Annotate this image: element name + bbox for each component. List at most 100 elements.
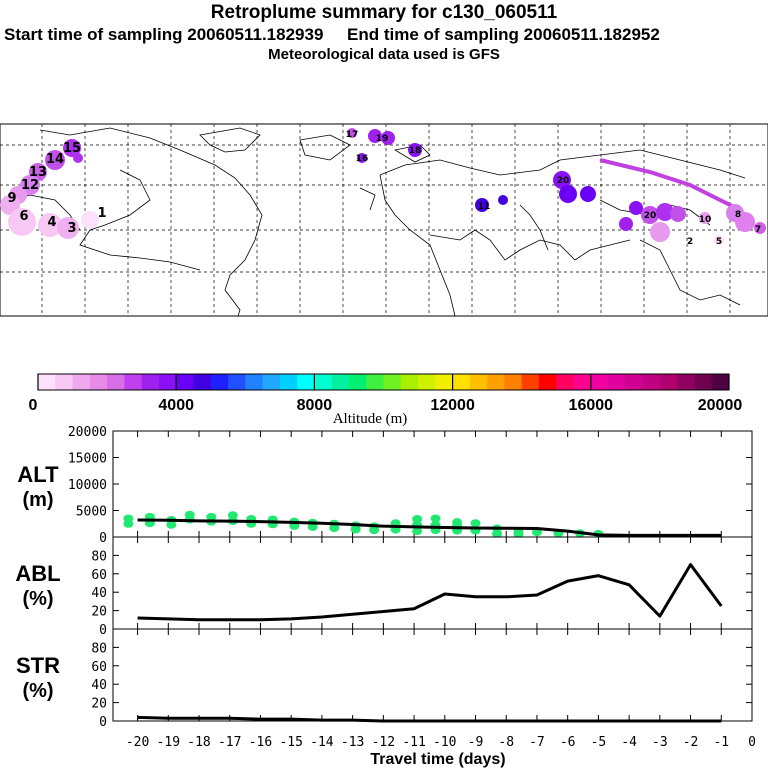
x-tick-label: -15 (279, 735, 302, 750)
colorbar-swatch (228, 374, 246, 390)
y-tick-label: 10000 (68, 478, 107, 493)
colorbar-swatch (210, 374, 229, 390)
colorbar-tick-label: 8000 (297, 397, 333, 414)
x-tick-label: -19 (157, 735, 180, 750)
colorbar-swatch (521, 374, 540, 390)
colorbar-swatch (469, 374, 488, 390)
y-tick-label: 15000 (68, 452, 107, 467)
colorbar-swatch (504, 374, 523, 390)
map-label: 9 (7, 191, 16, 206)
altitude-point (307, 522, 318, 531)
y-tick-label: 80 (91, 549, 107, 564)
colorbar-swatch (418, 374, 436, 390)
colorbar-tick-label: 4000 (158, 397, 194, 414)
y-tick-label: 20 (91, 697, 107, 712)
end-time-label: End time of sampling 20060511.182952 (347, 25, 660, 44)
panel-frame (112, 628, 753, 722)
panel-ylabel: ALT (17, 462, 59, 487)
panel-frame (112, 536, 753, 630)
map-label: 11 (478, 202, 491, 212)
colorbar-swatch (538, 374, 557, 390)
x-tick-label: -2 (683, 735, 699, 750)
y-tick-label: 80 (91, 641, 107, 656)
x-tick-label: 0 (748, 735, 756, 750)
colorbar-swatch (262, 374, 281, 390)
map-label: 1 (97, 206, 106, 221)
y-tick-label: 0 (99, 531, 107, 546)
altitude-point (492, 529, 503, 538)
x-tick-label: -3 (652, 735, 668, 750)
colorbar-swatch (72, 374, 91, 390)
altitude-point (227, 511, 238, 520)
x-tick-label: -11 (402, 735, 425, 750)
colorbar-swatch (400, 374, 419, 390)
map-label: 8 (735, 210, 741, 220)
colorbar-swatch (38, 374, 56, 390)
colorbar-swatch (141, 374, 160, 390)
x-tick-label: -16 (249, 735, 272, 750)
colorbar-swatch (659, 374, 678, 390)
map-label: 20 (644, 211, 657, 221)
colorbar-tick-label: 20000 (698, 397, 743, 414)
map-label: 20 (557, 176, 570, 186)
altitude-point (350, 525, 361, 534)
altitude-point (166, 520, 177, 529)
map-label: 7 (755, 225, 761, 235)
colorbar-swatch (556, 374, 575, 390)
sampling-times: Start time of sampling 20060511.182939 E… (4, 25, 768, 45)
x-tick-label: -10 (433, 735, 456, 750)
x-tick-label: -5 (591, 735, 607, 750)
map-label: 4 (47, 215, 56, 230)
x-tick-label: -13 (341, 735, 364, 750)
panel-alt: 0 5000 10000 15000 20000 ALT(m) (17, 425, 753, 546)
y-tick-label: 60 (91, 568, 107, 583)
x-tick-label: -20 (126, 735, 149, 750)
altitude-colorbar: 0 4000 8000 12000 16000 20000 Altitude (m) (29, 373, 743, 427)
x-tick-label: -9 (468, 735, 484, 750)
altitude-point (412, 514, 423, 523)
map-label: 12 (21, 178, 39, 193)
y-tick-label: 0 (99, 623, 107, 638)
colorbar-swatch (590, 374, 609, 390)
map-label: 16 (356, 154, 369, 164)
series-line-str (137, 715, 722, 723)
panel-ylabel: ABL (15, 561, 60, 586)
plume-circles (0, 128, 766, 245)
map-label: 18 (409, 146, 422, 156)
colorbar-swatch (124, 374, 143, 390)
colorbar-swatch (608, 374, 626, 390)
coastlines (9, 127, 746, 317)
altitude-point (369, 526, 380, 535)
x-tick-label: -1 (713, 735, 729, 750)
colorbar-swatch (677, 374, 695, 390)
colorbar-swatch (297, 374, 315, 390)
colorbar-title: Altitude (m) (333, 411, 408, 427)
y-tick-label: 20000 (68, 425, 107, 440)
colorbar-swatch (694, 374, 713, 390)
x-tick-label: -8 (498, 735, 514, 750)
altitude-point (513, 530, 524, 539)
colorbar-swatch (89, 374, 108, 390)
map-label: 3 (67, 221, 76, 236)
map-label: 5 (716, 237, 722, 247)
colorbar-swatch (383, 374, 402, 390)
map-label: 15 (63, 141, 81, 156)
panel-ylabel-unit: (%) (22, 588, 53, 610)
x-axis-title: Travel time (days) (370, 751, 505, 768)
colorbar-swatch (279, 374, 298, 390)
x-tick-label: -6 (560, 735, 576, 750)
panel-ylabel-unit: (m) (22, 489, 53, 511)
colorbar-swatch (642, 374, 661, 390)
colorbar-tick-label: 0 (29, 397, 38, 414)
altitude-point (412, 527, 423, 536)
time-series-panels: 05000100001500020000ALT(m)020406080ABL(%… (15, 425, 756, 768)
panel-str: 0 20 40 60 80 STR(%) (16, 628, 753, 730)
colorbar-swatch (331, 374, 350, 390)
map-label: 2 (687, 237, 693, 247)
map-label: 14 (46, 152, 64, 167)
colorbar-swatch (573, 374, 592, 390)
altitude-point (329, 523, 340, 532)
